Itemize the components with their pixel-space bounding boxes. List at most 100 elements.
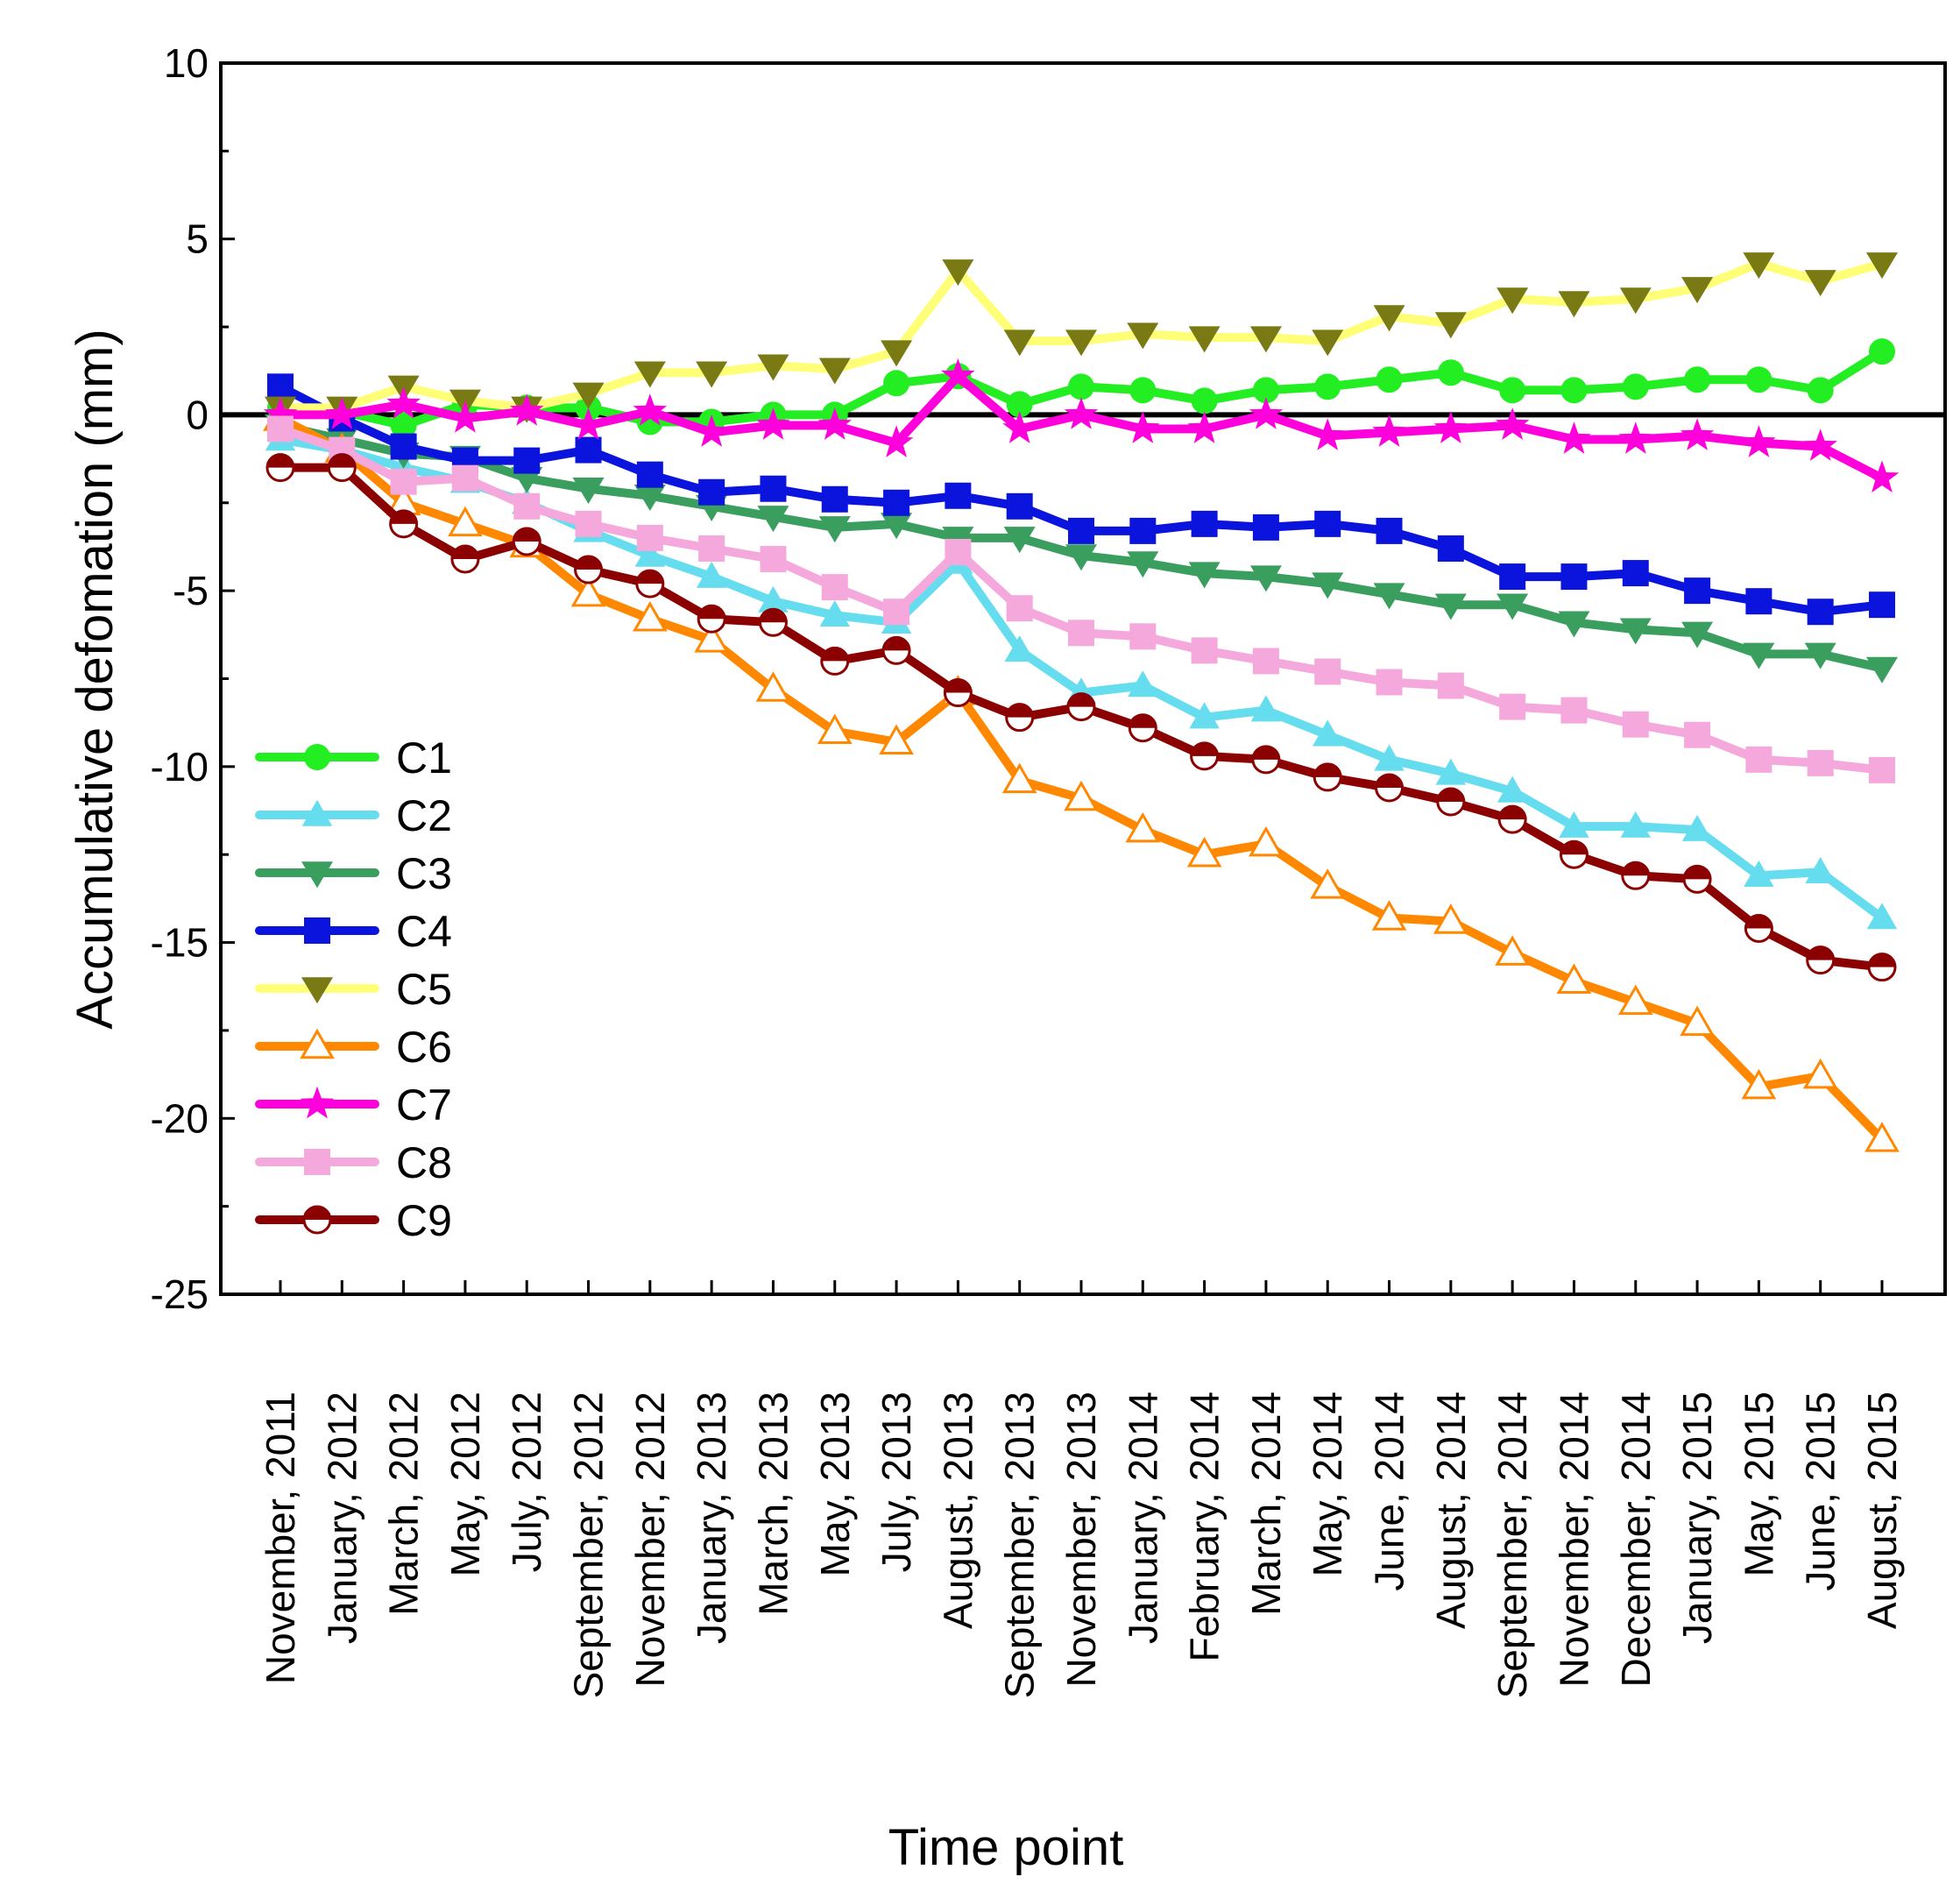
- legend-marker-c1: [304, 744, 330, 770]
- series-c4: [267, 373, 1895, 626]
- point-c7: [1557, 421, 1591, 454]
- point-c4: [513, 447, 541, 474]
- point-c2: [1559, 811, 1589, 838]
- point-c1: [1252, 377, 1279, 404]
- point-c7: [694, 414, 729, 447]
- point-c2: [1744, 861, 1774, 888]
- point-c7: [1002, 411, 1037, 443]
- point-c2: [1497, 776, 1528, 803]
- point-c6: [1433, 903, 1468, 934]
- y-tick-label: 10: [164, 40, 209, 86]
- point-c3: [1681, 621, 1714, 648]
- point-c3: [1003, 527, 1036, 554]
- legend-marker-c9-fill: [304, 1207, 330, 1220]
- x-tick-label: June, 2014: [1367, 1392, 1412, 1591]
- point-c7: [1372, 414, 1406, 447]
- legend-label-c4: C4: [396, 907, 452, 956]
- point-c5: [1866, 252, 1898, 280]
- point-c4: [267, 373, 294, 400]
- point-c7: [1311, 418, 1345, 450]
- point-c9-fill: [1622, 862, 1649, 876]
- point-c8: [1376, 669, 1403, 696]
- point-c9: [1251, 745, 1281, 775]
- legend: C1 C2 C3 C4 C5 C6 C7 C8 C9: [255, 733, 452, 1245]
- point-c4: [1745, 588, 1772, 615]
- point-c6: [1371, 900, 1407, 931]
- point-c7: [1495, 407, 1530, 440]
- point-c6: [1680, 1005, 1715, 1037]
- x-tick-label: November, 2014: [1551, 1392, 1596, 1688]
- legend-marker-c5: [301, 977, 333, 1004]
- point-c9: [881, 635, 911, 665]
- point-c9-fill: [945, 679, 972, 693]
- point-c8: [451, 464, 478, 492]
- point-c6: [694, 622, 729, 653]
- point-c1: [1068, 373, 1094, 400]
- legend-item-c1: C1: [255, 733, 452, 783]
- point-c7: [1618, 421, 1652, 454]
- point-c3: [633, 485, 666, 512]
- point-c9-fill: [1068, 693, 1094, 707]
- point-c3: [1249, 565, 1282, 592]
- point-c7: [1126, 411, 1160, 443]
- point-c4: [883, 489, 910, 516]
- y-tick-label: -20: [151, 1095, 209, 1141]
- point-c5: [1188, 326, 1221, 353]
- series-group: [263, 252, 1900, 1152]
- point-c1: [1191, 387, 1218, 414]
- point-c8: [513, 492, 541, 520]
- point-c5: [1804, 270, 1836, 297]
- x-tick-label: January, 2012: [319, 1392, 364, 1644]
- point-c8: [821, 574, 848, 601]
- point-c4: [575, 436, 602, 464]
- point-c8: [883, 598, 910, 626]
- point-c6: [1864, 1122, 1900, 1152]
- x-tick-label: May, 2015: [1736, 1392, 1781, 1576]
- point-c9: [389, 509, 419, 539]
- point-c8: [1560, 697, 1588, 724]
- point-c1: [1560, 377, 1588, 404]
- legend-label-c9: C9: [396, 1196, 452, 1245]
- legend-label-c6: C6: [396, 1023, 452, 1072]
- point-c6: [1186, 836, 1222, 868]
- point-c9: [758, 607, 788, 637]
- point-c9: [1436, 787, 1466, 817]
- point-c6: [1310, 868, 1346, 899]
- point-c1: [1129, 377, 1157, 404]
- point-c6: [1617, 984, 1653, 1016]
- point-c2: [1805, 857, 1836, 884]
- point-c4: [1499, 563, 1526, 591]
- point-c7: [1187, 411, 1221, 443]
- point-c7: [386, 386, 421, 419]
- point-c9: [635, 569, 665, 598]
- x-tick-label: February, 2014: [1182, 1392, 1228, 1662]
- point-c8: [1684, 721, 1711, 748]
- point-c9-fill: [1560, 841, 1588, 855]
- point-c4: [1129, 517, 1157, 544]
- point-c7: [1680, 418, 1715, 450]
- point-c5: [1681, 277, 1714, 304]
- point-c5: [757, 354, 789, 381]
- point-c6: [448, 506, 483, 537]
- point-c8: [575, 510, 602, 537]
- point-c9: [1867, 953, 1897, 982]
- point-c5: [818, 358, 851, 385]
- point-c9-fill: [883, 637, 910, 651]
- point-c8: [636, 524, 663, 551]
- point-c9-fill: [760, 609, 787, 623]
- y-tick-label: -15: [151, 920, 209, 966]
- point-c9-fill: [390, 510, 417, 524]
- legend-marker-c6: [300, 1028, 335, 1059]
- point-c1: [390, 412, 417, 439]
- point-c9-fill: [1869, 953, 1895, 967]
- point-c3: [818, 516, 851, 543]
- point-c2: [1312, 719, 1343, 747]
- point-c1: [1622, 373, 1649, 400]
- point-c4: [1191, 510, 1218, 537]
- legend-item-c8: C8: [255, 1138, 452, 1187]
- point-c4: [1560, 563, 1588, 591]
- point-c7: [633, 393, 668, 426]
- legend-item-c2: C2: [255, 791, 452, 840]
- point-c9: [1744, 914, 1773, 944]
